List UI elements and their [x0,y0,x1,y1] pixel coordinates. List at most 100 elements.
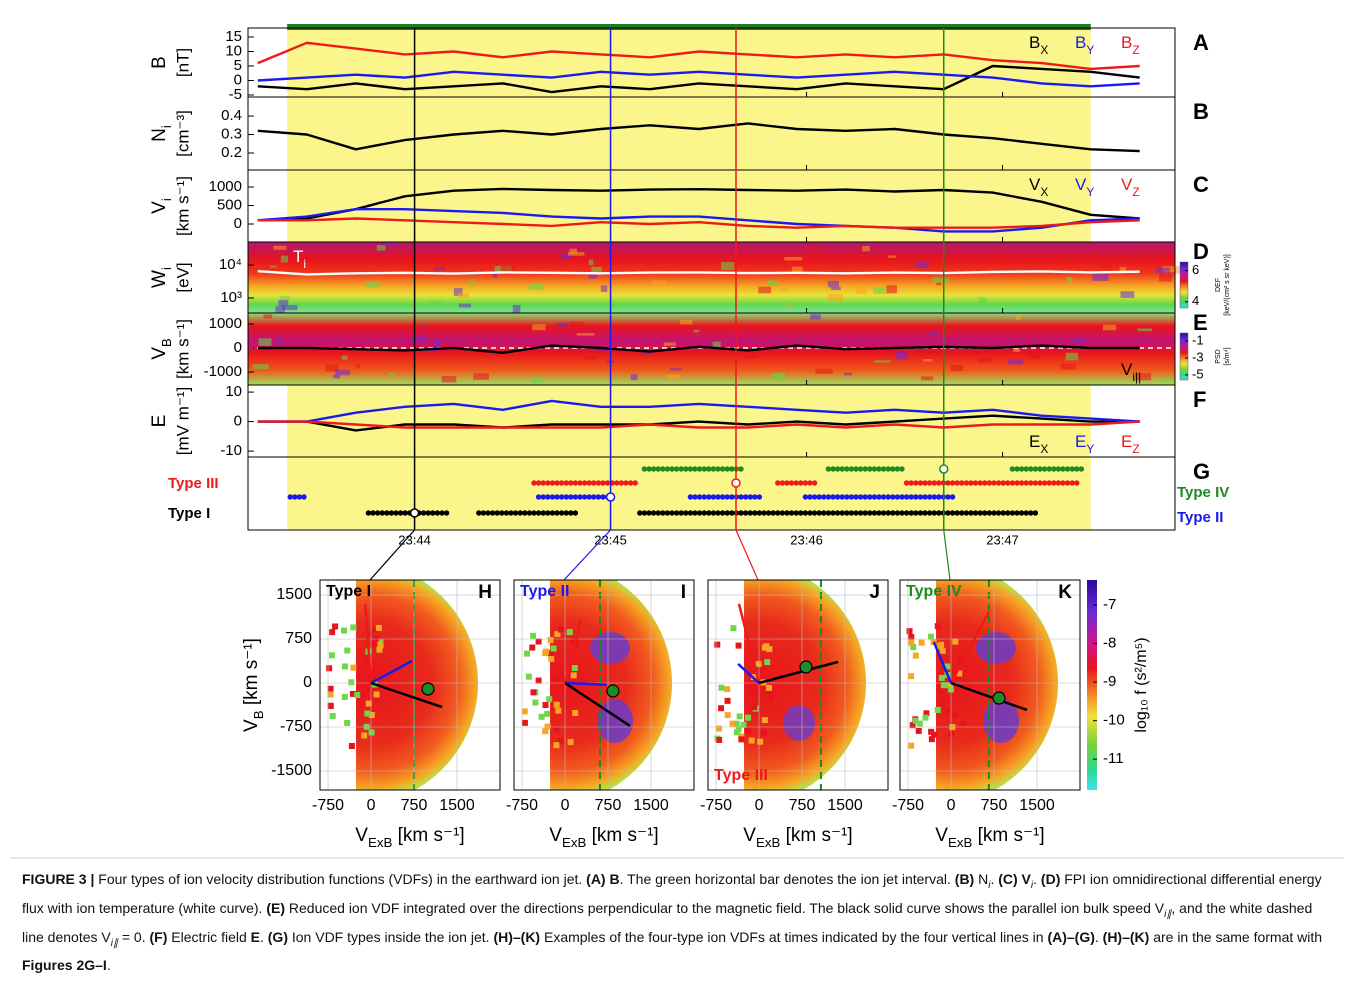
vdf-bin [751,704,758,711]
type-dot [834,494,841,500]
type-dot [949,510,956,516]
type-dot [660,510,666,516]
type-dot [839,510,845,516]
type-dot [706,494,712,500]
vdf-bin [341,693,348,700]
type-dot [531,510,537,516]
field-vector [370,681,443,709]
type-dot [922,480,928,486]
x-tick-label: -750 [700,797,732,814]
x-tick-label: 0 [367,797,376,814]
spectrogram-texture [843,372,853,376]
caption-text: (B) [954,871,975,887]
vdf-bin [958,655,965,662]
vdf-bin [938,702,945,709]
vdf-bin [952,711,959,718]
type-dot [982,510,988,516]
vdf-bin [521,708,528,715]
field-vector [932,641,953,684]
type-dot [880,494,887,500]
vdf-bin [934,623,941,630]
legend-entry-base: V [1029,175,1041,194]
type-dot [807,510,813,516]
type-dot [995,480,1002,486]
type-dot [742,494,749,500]
type-dot [1014,466,1020,472]
vdf-bin [557,626,564,633]
legend-entry-base: B [1029,33,1040,52]
type-dot [554,480,560,486]
vdf-core [590,632,631,665]
spectrogram-texture [500,265,516,272]
spectrogram-texture [532,324,546,331]
vdf-bin [544,723,551,730]
spectrogram-texture [1138,339,1143,343]
spectrogram-texture [784,257,803,261]
y-tick-label: -750 [280,718,312,735]
vdf-bin [532,699,539,706]
type-dot [393,510,399,516]
type-dot [834,510,841,516]
type-dot [572,480,579,486]
colorbar [1179,332,1189,381]
type-dot [549,510,556,516]
x-axis-label: VExB [km s⁻¹] [549,825,658,850]
caption-text: Examples of the four-type ion VDFs at ti… [540,928,1048,945]
type-dot [402,510,408,516]
vdf-bin [553,742,560,749]
peak-marker [421,682,435,696]
type-dot [931,510,937,516]
colorbar-label: PSD [1215,349,1222,363]
type-dot [945,494,951,500]
vdf-bin [375,624,382,631]
vdf-bin [738,736,745,743]
legend-entry: EX [1029,432,1048,456]
type-dot [499,510,505,516]
type-dot [563,480,569,486]
type-dot [581,494,588,500]
type-dot [917,480,924,486]
y-tick-label: 0.3 [221,125,242,142]
colorbar-tick-label: -3 [1192,349,1204,364]
type-dot [765,510,772,516]
colorbar-unit: [s/m⁴] [1224,347,1231,365]
vdf-bin [908,673,915,680]
type-dot [825,466,832,472]
vdf-bin [718,705,725,712]
spectrogram-texture [936,282,942,286]
caption-text: i∥ [110,937,118,949]
spectrogram-texture [532,377,543,384]
vdf-bin [530,689,537,696]
legend-entry: BY [1075,33,1094,57]
type-dot [1005,510,1011,516]
vdf-bin [543,648,550,655]
vdf-bin [370,641,377,648]
type-label: Type IV [1177,484,1229,501]
x-tick-label: 0 [947,797,956,814]
x-axis-label-base: V [935,825,948,846]
y-axis-unit: [km s⁻¹] [173,319,192,379]
type-dot [890,510,896,516]
spectrogram-texture [640,352,653,355]
spectrogram-texture [325,364,339,372]
vdf-bin [553,726,560,733]
type-dot [903,480,910,486]
type-label: Type II [520,583,570,600]
vdf-bin [538,713,545,720]
type-dot [926,510,933,516]
vdf-bin [327,691,334,698]
spectrogram-texture [453,288,463,296]
panel-frame [707,579,889,791]
vdf-bin [535,638,542,645]
y-axis-label: B [149,56,170,69]
spectrogram-texture [767,280,779,286]
spectrogram-texture [921,376,934,381]
spectrogram-texture [1156,378,1175,381]
type-dot [572,494,579,500]
type-dot [669,510,675,516]
vdf-bin [908,742,915,749]
vdf-bin [535,677,542,684]
spectrogram-texture [888,255,896,258]
spectrogram-texture [391,253,396,258]
